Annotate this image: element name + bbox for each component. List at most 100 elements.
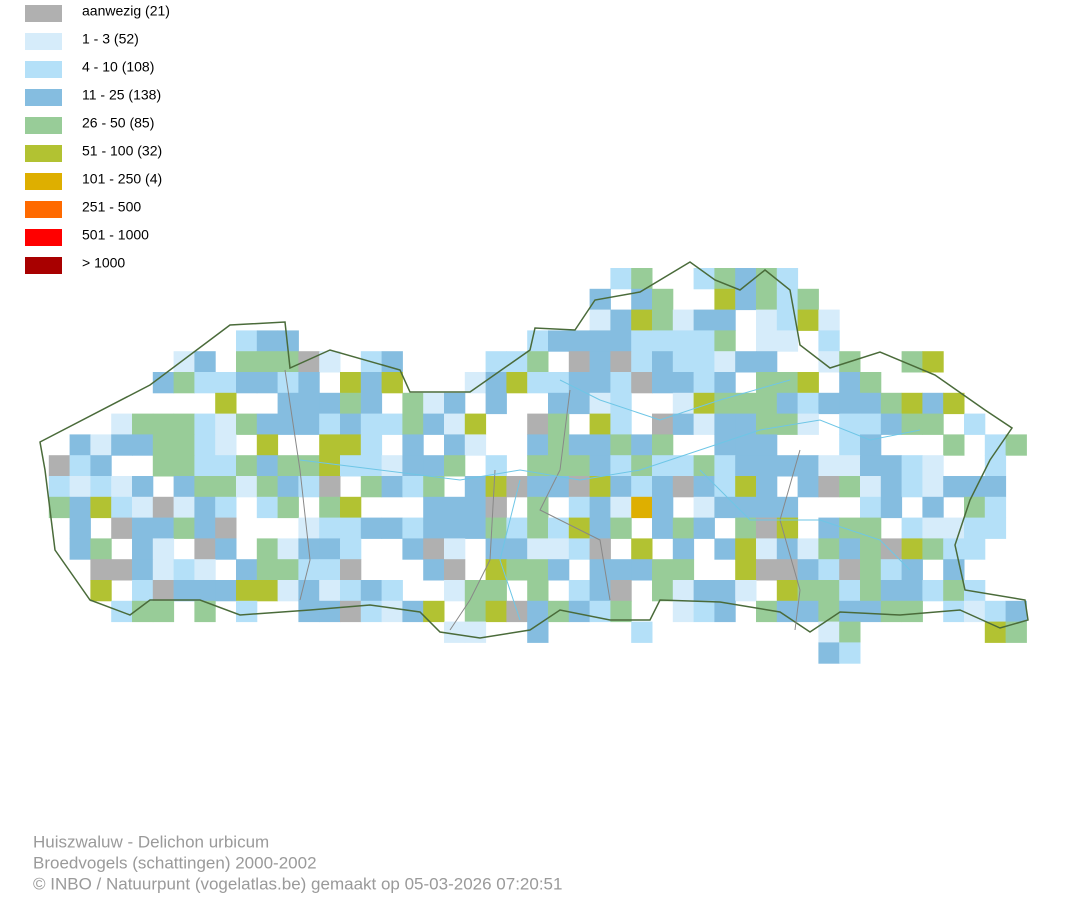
grid-cell (444, 538, 466, 560)
grid-cell (631, 538, 653, 560)
grid-cell (381, 600, 403, 623)
grid-cell (693, 455, 715, 477)
grid-cell (797, 580, 819, 602)
grid-cell (215, 372, 237, 394)
grid-cell (818, 392, 840, 415)
grid-cell (880, 413, 903, 435)
grid-cell (69, 496, 91, 519)
grid-cell (485, 580, 507, 602)
grid-cell (880, 559, 903, 581)
grid-cell (69, 476, 91, 498)
grid-cell (69, 538, 91, 560)
legend-label: aanwezig (21) (82, 3, 170, 19)
grid-cell (464, 476, 487, 498)
grid-cell (319, 496, 341, 519)
grid-cell (860, 434, 882, 456)
grid-cell (943, 538, 965, 560)
grid-cell (423, 476, 445, 498)
grid-cell (756, 600, 778, 623)
grid-cell (943, 600, 965, 623)
grid-cell (527, 351, 549, 373)
grid-cell (152, 496, 175, 519)
grid-cell (319, 600, 341, 623)
grid-cell (340, 538, 362, 560)
grid-cell (236, 372, 258, 394)
grid-cell (631, 434, 653, 456)
grid-cell (943, 580, 965, 602)
grid-cell (839, 600, 861, 623)
grid-cell (652, 434, 674, 456)
grid-cell (1005, 434, 1027, 456)
grid-cell (485, 538, 507, 560)
grid-cell (360, 455, 383, 477)
grid-cell (402, 434, 424, 456)
grid-cell (818, 455, 840, 477)
grid-cell (839, 392, 861, 415)
grid-cell (90, 455, 112, 477)
grid-cell (589, 309, 611, 331)
grid-cell (444, 434, 466, 456)
grid-cell (90, 580, 112, 602)
grid-cell (735, 496, 757, 519)
grid-cell (548, 372, 570, 394)
grid-cell (173, 434, 195, 456)
grid-cell (319, 476, 341, 498)
grid-cell (298, 559, 320, 581)
grid-cell (277, 580, 299, 602)
grid-cell (922, 580, 944, 602)
grid-cell (672, 372, 695, 394)
grid-cell (215, 455, 237, 477)
grid-cell (568, 476, 591, 498)
grid-cell (776, 413, 799, 435)
grid-cell (672, 309, 695, 331)
grid-cell (652, 309, 674, 331)
grid-cell (652, 517, 674, 539)
grid-cell (880, 455, 903, 477)
grid-cell (818, 517, 840, 539)
grid-cell (735, 413, 757, 435)
grid-cell (818, 476, 840, 498)
grid-cell (776, 538, 799, 560)
grid-cell (527, 455, 549, 477)
grid-cell (714, 392, 736, 415)
grid-cell (693, 517, 715, 539)
grid-cell (173, 455, 195, 477)
grid-cell (423, 413, 445, 435)
legend-label: 1 - 3 (52) (82, 31, 139, 47)
grid-cell (735, 455, 757, 477)
grid-cell (340, 413, 362, 435)
grid-cell (943, 392, 965, 415)
grid-cell (506, 372, 528, 394)
grid-cell (964, 600, 986, 623)
grid-cell (714, 434, 736, 456)
grid-cell (922, 455, 944, 477)
grid-cell (69, 434, 91, 456)
grid-cell (360, 517, 383, 539)
grid-cell (756, 351, 778, 373)
grid-cell (402, 517, 424, 539)
grid-cell (860, 559, 882, 581)
grid-cell (256, 496, 279, 519)
grid-cell (631, 351, 653, 373)
grid-cells (48, 268, 1027, 664)
grid-cell (860, 372, 882, 394)
grid-cell (984, 517, 1007, 539)
legend-label: 101 - 250 (4) (82, 171, 162, 187)
grid-cell (568, 600, 591, 623)
grid-cell (776, 288, 799, 311)
grid-cell (298, 413, 320, 435)
grid-cell (693, 351, 715, 373)
grid-cell (444, 496, 466, 519)
grid-cell (693, 392, 715, 415)
grid-cell (506, 538, 528, 560)
grid-cell (922, 476, 944, 498)
grid-cell (610, 413, 632, 435)
grid-cell (964, 476, 986, 498)
grid-cell (589, 330, 611, 352)
grid-cell (693, 580, 715, 602)
grid-cell (860, 392, 882, 415)
grid-cell (548, 392, 570, 415)
grid-cell (672, 600, 695, 623)
grid-cell (256, 476, 279, 498)
grid-cell (464, 621, 487, 643)
